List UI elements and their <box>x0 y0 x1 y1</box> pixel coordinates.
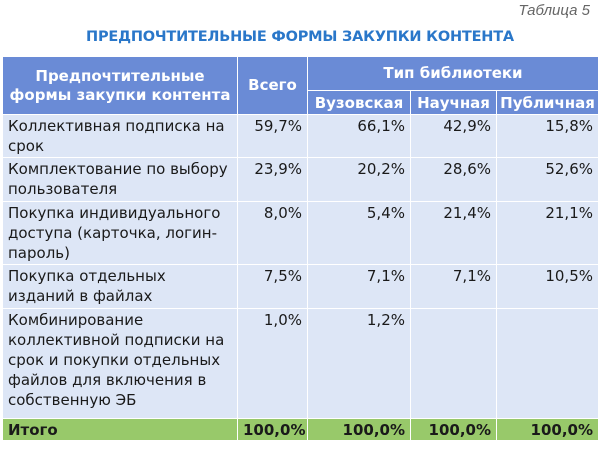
total-cell-university: 100,0% <box>307 418 411 441</box>
cell-public <box>496 308 599 419</box>
cell-scientific: 28,6% <box>410 157 497 202</box>
header-university: Вузовская <box>307 90 411 115</box>
cell-scientific: 7,1% <box>410 264 497 309</box>
row-label: Комбинирование коллективной подписки на … <box>2 308 238 419</box>
table-row: Коллективная подписка на срок 59,7% 66,1… <box>2 114 599 158</box>
table-row: Комбинирование коллективной подписки на … <box>2 308 599 419</box>
cell-university: 7,1% <box>307 264 411 309</box>
header-form: Предпочтительные формы закупки контента <box>2 56 238 115</box>
table-row: Покупка отдельных изданий в файлах 7,5% … <box>2 264 599 309</box>
cell-scientific: 21,4% <box>410 201 497 265</box>
header-public: Публичная <box>496 90 599 115</box>
cell-total: 8,0% <box>237 201 308 265</box>
cell-university: 66,1% <box>307 114 411 158</box>
cell-public: 21,1% <box>496 201 599 265</box>
cell-total: 7,5% <box>237 264 308 309</box>
row-label: Покупка отдельных изданий в файлах <box>2 264 238 309</box>
cell-university: 1,2% <box>307 308 411 419</box>
total-label: Итого <box>2 418 238 441</box>
total-cell-all: 100,0% <box>237 418 308 441</box>
cell-scientific: 42,9% <box>410 114 497 158</box>
cell-public: 52,6% <box>496 157 599 202</box>
cell-public: 10,5% <box>496 264 599 309</box>
table-title: ПРЕДПОЧТИТЕЛЬНЫЕ ФОРМЫ ЗАКУПКИ КОНТЕНТА <box>86 29 514 45</box>
header-total: Всего <box>237 56 308 115</box>
cell-total: 1,0% <box>237 308 308 419</box>
row-label: Покупка индивидуального доступа (карточк… <box>2 201 238 265</box>
purchase-forms-table: Предпочтительные формы закупки контента … <box>2 56 599 441</box>
table-header: Предпочтительные формы закупки контента … <box>2 56 599 115</box>
total-cell-public: 100,0% <box>496 418 599 441</box>
header-scientific: Научная <box>410 90 497 115</box>
row-label: Коллективная подписка на срок <box>2 114 238 158</box>
total-row: Итого 100,0% 100,0% 100,0% 100,0% <box>2 418 599 441</box>
cell-total: 23,9% <box>237 157 308 202</box>
table-row: Покупка индивидуального доступа (карточк… <box>2 201 599 265</box>
cell-university: 5,4% <box>307 201 411 265</box>
row-label: Комплектование по выбору пользователя <box>2 157 238 202</box>
cell-university: 20,2% <box>307 157 411 202</box>
table-row: Комплектование по выбору пользователя 23… <box>2 157 599 202</box>
cell-public: 15,8% <box>496 114 599 158</box>
table-caption: Таблица 5 <box>518 2 590 19</box>
header-library-type: Тип библиотеки <box>307 56 599 91</box>
cell-total: 59,7% <box>237 114 308 158</box>
total-cell-scientific: 100,0% <box>410 418 497 441</box>
cell-scientific <box>410 308 497 419</box>
